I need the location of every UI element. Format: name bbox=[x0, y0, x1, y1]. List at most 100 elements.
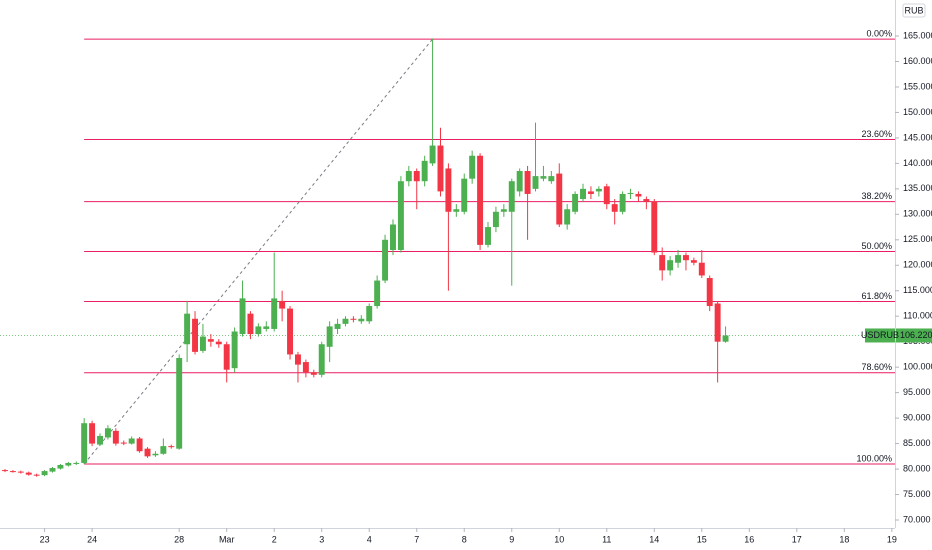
candle-body bbox=[413, 171, 420, 182]
candle-body bbox=[635, 193, 642, 197]
candle-body bbox=[722, 335, 729, 342]
candle-body bbox=[97, 435, 103, 445]
candle-body bbox=[564, 209, 571, 225]
candle-body bbox=[556, 173, 563, 225]
candle-body bbox=[231, 331, 238, 369]
candle-body bbox=[572, 193, 579, 212]
y-tick-label: 165.000 bbox=[903, 30, 932, 40]
candle-body bbox=[25, 472, 32, 475]
candle-body bbox=[382, 239, 389, 281]
candle-body bbox=[485, 227, 491, 245]
candle-body bbox=[302, 362, 309, 373]
candle-body bbox=[532, 176, 539, 189]
candle-body bbox=[350, 318, 357, 320]
candle-body bbox=[587, 191, 594, 194]
y-tick-label: 95.000 bbox=[903, 387, 931, 397]
y-tick-label: 75.000 bbox=[903, 489, 931, 499]
x-tick-label: Mar bbox=[219, 534, 235, 544]
x-tick-label: 24 bbox=[87, 534, 97, 544]
candle-body bbox=[223, 344, 230, 370]
currency-box[interactable] bbox=[902, 3, 926, 18]
x-tick-label: 28 bbox=[174, 534, 184, 544]
candle-body bbox=[627, 192, 634, 194]
candle-body bbox=[2, 470, 8, 472]
price-label: 106.220 bbox=[900, 330, 932, 340]
candle-body bbox=[659, 255, 666, 271]
x-tick-label: 4 bbox=[367, 534, 372, 544]
x-tick-label: 17 bbox=[792, 534, 802, 544]
candle-body bbox=[651, 201, 658, 253]
candle-body bbox=[334, 323, 341, 329]
candle-body bbox=[247, 313, 254, 335]
x-tick-label: 8 bbox=[462, 534, 467, 544]
candle-body bbox=[310, 372, 317, 375]
candle-body bbox=[207, 339, 214, 342]
x-tick-label: 19 bbox=[887, 534, 897, 544]
candle-body bbox=[682, 255, 689, 261]
candle-body bbox=[595, 188, 602, 192]
candle-body bbox=[81, 423, 88, 463]
candle-body bbox=[643, 199, 650, 202]
candle-body bbox=[17, 471, 24, 473]
candle-body bbox=[128, 438, 135, 444]
candle-body bbox=[611, 204, 618, 212]
candle-body bbox=[112, 430, 119, 444]
candle-body bbox=[358, 318, 365, 322]
candle-body bbox=[152, 453, 159, 456]
fib-label: 23.60% bbox=[861, 129, 892, 139]
candle-body bbox=[318, 344, 325, 375]
candle-body bbox=[89, 423, 96, 444]
candle-body bbox=[500, 209, 507, 212]
candle-body bbox=[263, 326, 270, 329]
candle-body bbox=[437, 145, 444, 192]
candle-body bbox=[160, 446, 167, 454]
candle-body bbox=[461, 178, 468, 212]
x-tick-label: 16 bbox=[744, 534, 754, 544]
candle-body bbox=[524, 171, 531, 194]
y-tick-label: 145.000 bbox=[903, 132, 932, 142]
fib-label: 38.20% bbox=[861, 191, 892, 201]
candle-body bbox=[255, 326, 262, 335]
y-tick-label: 100.000 bbox=[903, 362, 932, 372]
candle-body bbox=[326, 326, 333, 347]
y-tick-label: 160.000 bbox=[903, 56, 932, 66]
candle-body bbox=[714, 303, 721, 342]
candle-body bbox=[698, 262, 705, 276]
fib-label: 50.00% bbox=[861, 241, 892, 251]
y-tick-label: 115.000 bbox=[903, 285, 932, 295]
fib-label: 61.80% bbox=[861, 291, 892, 301]
x-tick-label: 14 bbox=[649, 534, 659, 544]
symbol-label: USDRUB bbox=[861, 330, 899, 340]
y-tick-label: 90.000 bbox=[903, 412, 931, 422]
x-tick-label: 3 bbox=[319, 534, 324, 544]
y-tick-label: 155.000 bbox=[903, 81, 932, 91]
candle-body bbox=[168, 446, 175, 448]
candle-body bbox=[192, 318, 198, 352]
candle-body bbox=[445, 168, 452, 212]
candle-body bbox=[279, 300, 286, 309]
candle-body bbox=[104, 428, 111, 438]
y-tick-label: 120.000 bbox=[903, 260, 932, 270]
candle-body bbox=[508, 181, 515, 212]
candle-body bbox=[9, 471, 16, 473]
candle-body bbox=[239, 298, 246, 335]
fib-label: 0.00% bbox=[866, 28, 892, 38]
y-tick-label: 150.000 bbox=[903, 107, 932, 117]
candle-body bbox=[366, 306, 373, 322]
candle-body bbox=[57, 464, 64, 469]
candle-body bbox=[619, 193, 626, 212]
candle-body bbox=[374, 280, 381, 307]
candle-body bbox=[136, 438, 143, 452]
candle-body bbox=[675, 255, 682, 263]
x-tick-label: 23 bbox=[40, 534, 50, 544]
candle-body bbox=[33, 474, 40, 476]
price-label-box bbox=[896, 328, 932, 343]
candle-body bbox=[477, 155, 484, 245]
candle-body bbox=[41, 471, 48, 476]
y-tick-label: 130.000 bbox=[903, 209, 932, 219]
candle-body bbox=[492, 211, 499, 228]
y-tick-label: 135.000 bbox=[903, 183, 932, 193]
candle-body bbox=[580, 188, 586, 200]
candle-body bbox=[548, 176, 555, 182]
